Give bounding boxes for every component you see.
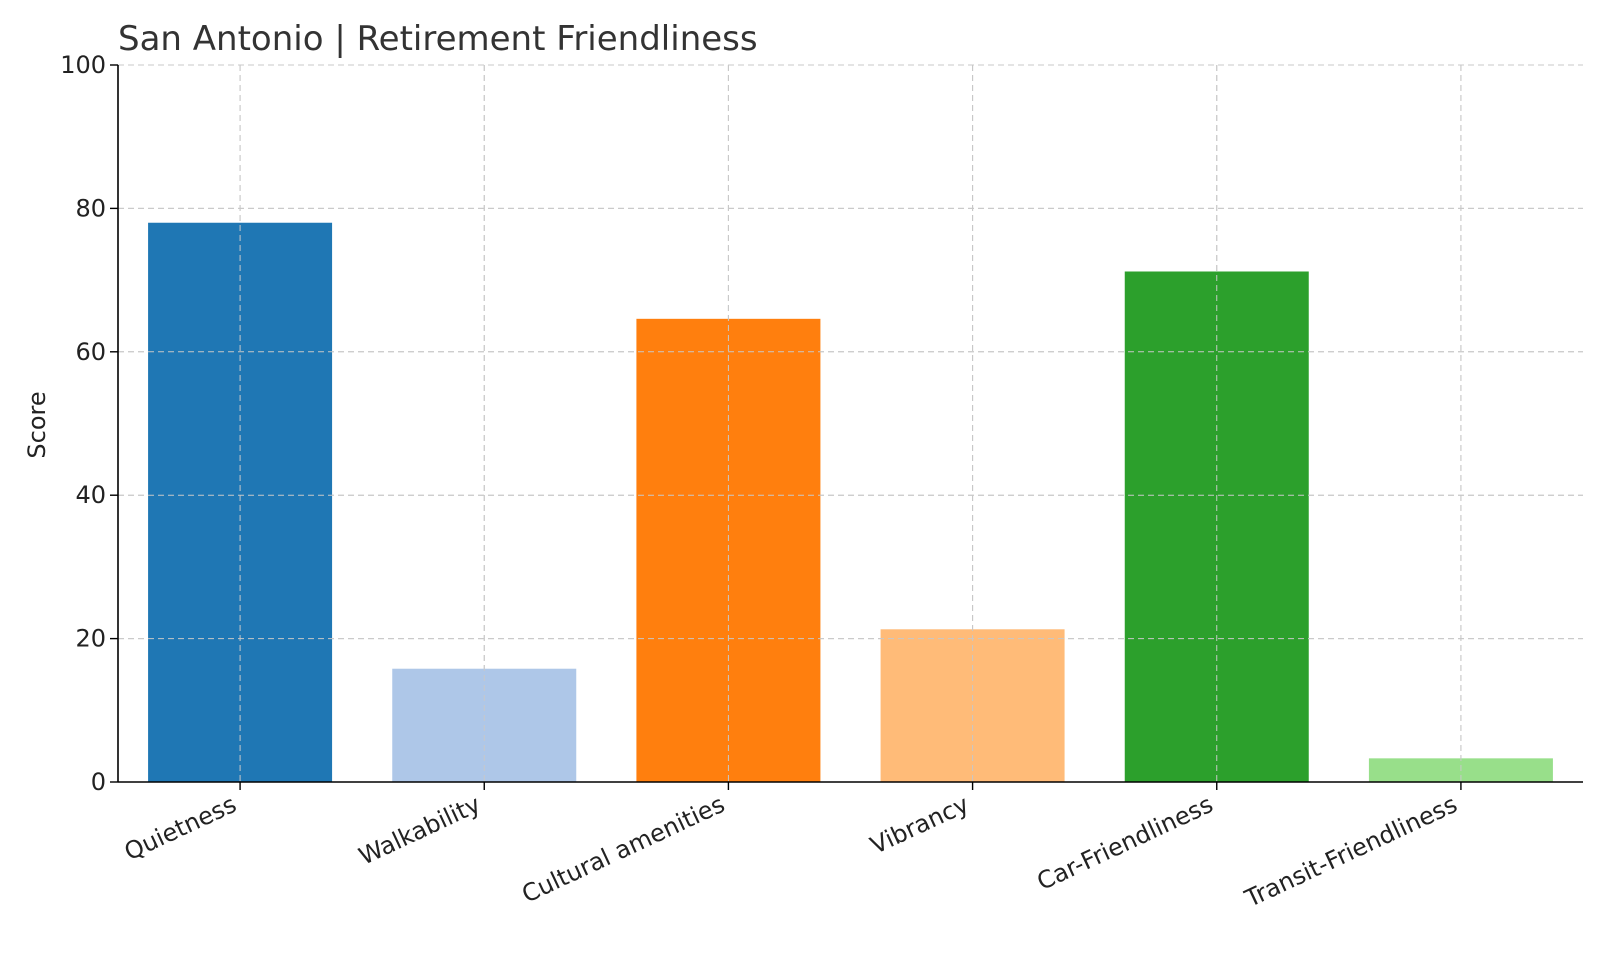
x-tick-label: Cultural amenities [518,790,729,908]
y-tick-label: 80 [75,194,106,222]
y-tick-label: 40 [75,481,106,509]
grid-layer [118,64,1583,782]
y-tick-label: 0 [91,768,106,796]
y-tick-label: 20 [75,625,106,653]
x-tick-label: Transit-Friendliness [1240,790,1461,913]
chart-title: San Antonio | Retirement Friendliness [118,19,758,59]
x-tick-label: Car-Friendliness [1033,790,1218,896]
y-tick-label: 60 [75,338,106,366]
axes-layer [117,65,1583,783]
x-tick-label: Vibrancy [866,790,973,860]
bars-layer [118,64,1583,783]
y-axis-label: Score [23,391,51,458]
x-tick-label: Quietness [120,790,241,866]
x-tick-label: Walkability [355,790,485,871]
y-tick-label: 100 [60,51,106,79]
